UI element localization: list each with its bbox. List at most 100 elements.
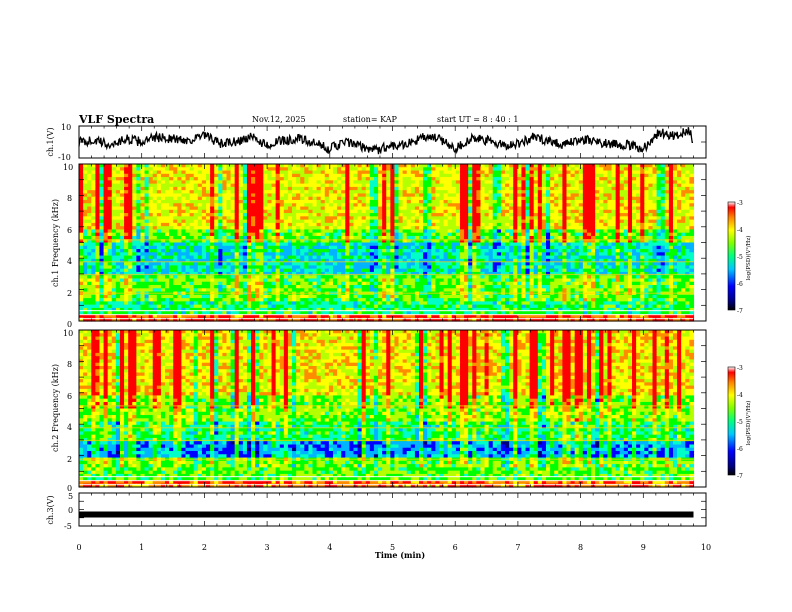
spectrogram-cell xyxy=(464,242,469,247)
spectrogram-cell xyxy=(160,209,166,214)
spectrogram-cell xyxy=(160,199,166,204)
spectrogram-cell xyxy=(435,183,441,188)
spectrogram-cell xyxy=(496,232,502,237)
spectrogram-cell xyxy=(345,252,350,257)
spectrogram-cell xyxy=(341,268,346,273)
spectrogram-cell xyxy=(189,177,195,181)
spectrogram-cell xyxy=(570,222,576,227)
spectrogram-cell xyxy=(320,258,326,263)
spectrogram-cell xyxy=(668,222,674,227)
spectrogram-cell xyxy=(582,213,588,217)
spectrogram-cell xyxy=(636,245,641,250)
spectrogram-cell xyxy=(525,216,531,221)
spectrogram-cell xyxy=(267,177,273,181)
spectrogram-cell xyxy=(292,193,297,198)
spectrogram-cell xyxy=(378,258,383,263)
spectrogram-cell xyxy=(640,255,645,260)
spectrogram-cell xyxy=(189,206,195,211)
spectrogram-cell xyxy=(615,193,621,198)
spectrogram-cell xyxy=(283,183,289,188)
spectrogram-cell xyxy=(652,183,658,188)
spectrogram-cell xyxy=(414,183,420,188)
spectrogram-cell xyxy=(324,203,330,208)
spectrogram-cell xyxy=(423,196,428,201)
spectrogram-cell xyxy=(509,245,514,250)
spectrogram-cell xyxy=(521,190,527,195)
spectrogram-cell xyxy=(378,203,383,208)
spectrogram-cell xyxy=(619,164,625,168)
spectrogram-cell xyxy=(627,235,633,240)
spectrogram-cell xyxy=(124,235,129,240)
spectrogram-cell xyxy=(537,196,543,201)
spectrogram-cell xyxy=(505,235,510,240)
spectrogram-cell xyxy=(672,255,678,260)
spectrogram-cell xyxy=(230,265,236,270)
spectrogram-cell xyxy=(566,183,572,188)
spectrogram-cell xyxy=(279,173,285,178)
spectrogram-cell xyxy=(251,196,256,201)
spectrogram-cell xyxy=(644,242,649,247)
spectrogram-cell xyxy=(177,232,183,237)
spectrogram-cell xyxy=(144,209,150,214)
spectrogram-cell xyxy=(287,219,293,224)
spectrogram-cell xyxy=(95,252,101,257)
spectrogram-cell xyxy=(283,206,289,211)
spectrogram-cell xyxy=(312,219,318,224)
spectrogram-cell xyxy=(525,164,531,168)
spectrogram-cell xyxy=(267,252,273,257)
spectrogram-cell xyxy=(353,167,359,172)
spectrogram-cell xyxy=(226,226,232,231)
spectrogram-cell xyxy=(128,245,133,250)
spectrogram-cell xyxy=(185,180,191,185)
spectrogram-cell xyxy=(222,190,228,195)
spectrogram-cell xyxy=(517,245,523,250)
spectrogram-cell xyxy=(386,173,391,178)
spectrogram-cell xyxy=(230,216,236,221)
spectrogram-cell xyxy=(345,255,350,260)
spectrogram-cell xyxy=(410,213,416,217)
spectrogram-cell xyxy=(451,167,457,172)
spectrogram-cell xyxy=(431,190,436,195)
spectrogram-cell xyxy=(689,249,695,253)
spectrogram-cell xyxy=(578,219,584,224)
spectrogram-cell xyxy=(562,252,568,257)
spectrogram-cell xyxy=(148,180,154,185)
spectrogram-cell xyxy=(431,209,436,214)
spectrogram-cell xyxy=(165,170,170,175)
spectrogram-cell xyxy=(218,245,223,250)
spectrogram-cell xyxy=(394,232,400,237)
spectrogram-cell xyxy=(529,242,535,247)
spectrogram-cell xyxy=(107,196,113,201)
spectrogram-cell xyxy=(111,196,117,201)
spectrogram-cell xyxy=(312,245,318,250)
spectrogram-cell xyxy=(496,180,502,185)
spectrogram-cell xyxy=(472,209,477,214)
spectrogram-cell xyxy=(205,252,211,257)
spectrogram-cell xyxy=(431,226,436,231)
spectrogram-cell xyxy=(214,196,219,201)
spectrogram-cell xyxy=(369,167,375,172)
spectrogram-cell xyxy=(660,196,666,201)
spectrogram-cell xyxy=(677,190,682,195)
spectrogram-cell xyxy=(271,199,277,204)
spectrogram-cell xyxy=(95,203,101,208)
spectrogram-cell xyxy=(558,226,563,231)
spectrogram-cell xyxy=(586,222,592,227)
spectrogram-cell xyxy=(95,167,101,172)
spectrogram-cell xyxy=(591,232,596,237)
spectrogram-cell xyxy=(259,262,264,266)
spectrogram-cell xyxy=(439,242,445,247)
spectrogram-cell xyxy=(586,239,592,244)
spectrogram-cell xyxy=(324,186,330,191)
spectrogram-cell xyxy=(144,258,150,263)
spectrogram-cell xyxy=(582,258,588,263)
spectrogram-cell xyxy=(660,209,666,214)
spectrogram-cell xyxy=(652,255,658,260)
spectrogram-cell xyxy=(464,258,469,263)
spectrogram-cell xyxy=(623,216,629,221)
spectrogram-cell xyxy=(550,222,555,227)
spectrogram-cell xyxy=(488,196,494,201)
spectrogram-cell xyxy=(259,216,264,221)
spectrogram-cell xyxy=(263,255,269,260)
spectrogram-cell xyxy=(668,232,674,237)
